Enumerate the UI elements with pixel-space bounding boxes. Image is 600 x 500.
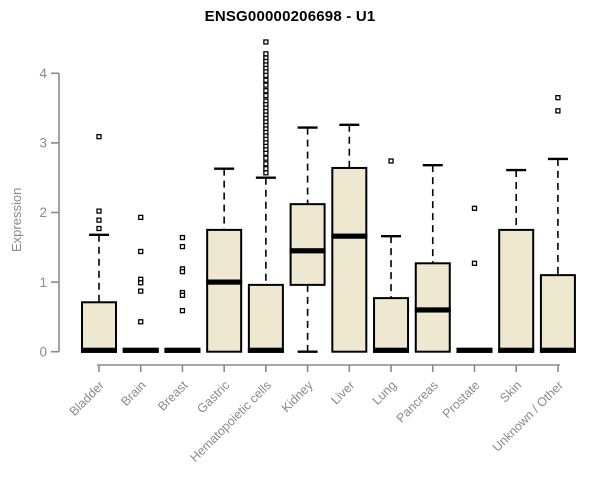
outlier-unknown-other-0	[555, 95, 561, 101]
outlier-hematopoietic-cells-28	[263, 155, 269, 161]
outlier-bladder-0	[96, 133, 102, 140]
outlier-hematopoietic-cells-9	[263, 82, 269, 88]
outlier-prostate-1	[471, 260, 478, 266]
median-skin	[498, 347, 535, 353]
outlier-hematopoietic-cells-7	[263, 72, 269, 79]
y-tick-label-2: 2	[39, 205, 47, 220]
outlier-hematopoietic-cells-29	[263, 161, 269, 167]
x-label-breast: Breast	[155, 378, 191, 414]
chart-title: ENSG00000206698 - U1	[204, 8, 376, 25]
outlier-bladder-3	[96, 225, 102, 232]
outlier-prostate-0	[471, 205, 478, 211]
outlier-lung-0	[388, 158, 394, 164]
outlier-brain-3	[138, 280, 144, 286]
box-bladder	[81, 301, 117, 353]
outlier-breast-6	[179, 307, 186, 314]
x-label-brain: Brain	[118, 378, 149, 409]
x-label-liver: Liver	[328, 378, 357, 407]
outlier-breast-0	[179, 234, 186, 241]
x-label-gastric: Gastric	[194, 378, 232, 416]
median-lung	[373, 347, 410, 353]
box-unknown-other	[539, 274, 576, 353]
median-unknown-other	[539, 347, 576, 353]
y-tick-label-1: 1	[39, 275, 47, 290]
box-hematopoietic-cells	[247, 283, 284, 353]
outlier-breast-3	[179, 269, 186, 275]
outlier-hematopoietic-cells-11	[263, 92, 269, 99]
x-label-bladder: Bladder	[67, 378, 107, 418]
x-label-prostate: Prostate	[440, 378, 483, 421]
median-brain	[122, 347, 159, 353]
outlier-brain-4	[138, 288, 144, 294]
median-gastric	[206, 279, 243, 285]
outlier-brain-5	[138, 319, 144, 325]
outlier-unknown-other-1	[555, 108, 561, 114]
x-label-lung: Lung	[370, 378, 400, 408]
outlier-breast-1	[179, 243, 186, 250]
y-tick-label-4: 4	[39, 66, 47, 81]
box-liver	[331, 166, 368, 353]
x-label-skin: Skin	[497, 378, 524, 405]
box-lung	[373, 297, 410, 353]
x-label-unknown-other: Unknown / Other	[490, 378, 566, 454]
outlier-hematopoietic-cells-8	[263, 77, 269, 83]
median-prostate	[456, 347, 493, 353]
outlier-hematopoietic-cells-0	[263, 39, 269, 45]
outlier-bladder-1	[96, 208, 102, 214]
box-gastric	[206, 228, 243, 353]
outlier-breast-5	[179, 292, 186, 298]
median-hematopoietic-cells	[247, 347, 284, 353]
median-kidney	[289, 248, 326, 254]
x-label-hematopoietic-cells: Hematopoietic cells	[187, 378, 274, 465]
median-liver	[331, 233, 368, 239]
y-tick-label-0: 0	[39, 344, 47, 359]
outlier-hematopoietic-cells-10	[263, 88, 269, 94]
outlier-brain-1	[138, 248, 144, 255]
outlier-hematopoietic-cells-1	[263, 51, 269, 57]
box-kidney	[289, 203, 326, 286]
x-label-pancreas: Pancreas	[394, 378, 441, 425]
outlier-bladder-2	[96, 217, 102, 223]
outlier-hematopoietic-cells-31	[263, 170, 269, 176]
x-label-kidney: Kidney	[279, 378, 316, 415]
outlier-brain-0	[138, 214, 144, 221]
outlier-hematopoietic-cells-30	[263, 166, 269, 172]
median-breast	[164, 347, 201, 353]
median-pancreas	[414, 307, 451, 313]
y-tick-label-3: 3	[39, 136, 47, 151]
outlier-hematopoietic-cells-27	[263, 150, 269, 156]
median-bladder	[81, 347, 117, 353]
box-skin	[498, 228, 535, 353]
